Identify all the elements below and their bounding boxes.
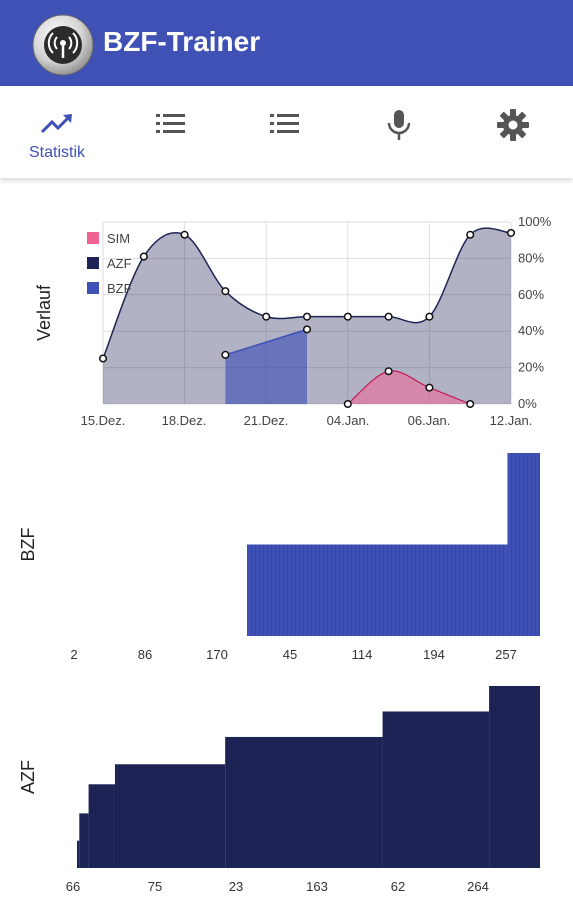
x-tick-label: 62 bbox=[391, 879, 405, 894]
tab-statistik[interactable]: Statistik bbox=[0, 86, 114, 178]
x-tick-label: 163 bbox=[306, 879, 328, 894]
tab-microphone[interactable] bbox=[342, 86, 456, 178]
list-icon bbox=[156, 114, 185, 133]
azf-chart: 66 75 23 163 62 264 AZF bbox=[18, 686, 540, 894]
y-axis-label: AZF bbox=[18, 760, 38, 794]
azf-point bbox=[302, 312, 312, 321]
bar bbox=[382, 711, 490, 868]
app-title: BZF-Trainer bbox=[103, 26, 261, 57]
bar bbox=[114, 764, 226, 868]
bar bbox=[88, 784, 115, 868]
bar bbox=[77, 840, 80, 868]
azf-point bbox=[98, 354, 108, 363]
tab-settings[interactable] bbox=[456, 86, 570, 178]
x-tick-label: 45 bbox=[283, 647, 297, 662]
bzf-chart: 2 86 170 45 114 194 257 BZF bbox=[18, 453, 540, 662]
azf-point bbox=[180, 230, 189, 239]
legend-label-bzf: BZF bbox=[107, 281, 132, 296]
x-tick-label: 15.Dez. bbox=[81, 413, 126, 428]
azf-point bbox=[506, 228, 516, 237]
bar bbox=[247, 544, 508, 636]
y-tick-label: 40% bbox=[518, 323, 544, 338]
microphone-icon bbox=[387, 110, 411, 140]
y-tick-label: 0% bbox=[518, 396, 537, 411]
x-tick-label: 114 bbox=[352, 647, 373, 662]
y-tick-label: 20% bbox=[518, 360, 544, 375]
sim-point bbox=[384, 367, 393, 376]
legend-label-azf: AZF bbox=[107, 256, 132, 271]
sim-line bbox=[347, 370, 471, 405]
bzf-area bbox=[225, 329, 307, 404]
x-tick-label: 12.Jan. bbox=[490, 413, 533, 428]
azf-point bbox=[384, 312, 393, 321]
legend-swatch-azf bbox=[87, 257, 99, 269]
verlauf-chart: 100% 80% 60% 40% 20% 0% 15.Dez. 18.Dez. 21.Dez. 0… bbox=[34, 214, 552, 428]
x-tick-label: 194 bbox=[423, 647, 445, 662]
bzf-line bbox=[225, 328, 308, 356]
x-tick-label: 21.Dez. bbox=[244, 413, 289, 428]
x-tick-label: 86 bbox=[138, 647, 152, 662]
azf-point bbox=[343, 312, 352, 321]
radio-antenna-icon bbox=[32, 14, 94, 76]
x-tick-label: 23 bbox=[229, 879, 243, 894]
y-axis-label: Verlauf bbox=[34, 284, 54, 341]
sim-point bbox=[466, 399, 475, 409]
x-tick-label: 66 bbox=[66, 879, 80, 894]
azf-point bbox=[425, 312, 434, 321]
y-tick-label: 80% bbox=[518, 250, 544, 265]
x-tick-label: 75 bbox=[148, 879, 162, 894]
x-tick-label: 04.Jan. bbox=[327, 413, 370, 428]
x-tick-label: 264 bbox=[467, 879, 489, 894]
y-tick-label: 100% bbox=[518, 214, 552, 229]
bar bbox=[225, 736, 383, 868]
x-tick-label: 18.Dez. bbox=[162, 413, 207, 428]
tab-list-2[interactable] bbox=[228, 86, 342, 178]
app-bar: BZF-Trainer bbox=[0, 0, 573, 86]
sim-point bbox=[425, 383, 434, 392]
x-tick-label: 06.Jan. bbox=[408, 413, 451, 428]
legend-swatch-sim bbox=[87, 232, 99, 244]
trending-up-icon bbox=[40, 114, 72, 134]
tab-bar: Statistik bbox=[0, 86, 573, 178]
x-tick-label: 257 bbox=[495, 647, 517, 662]
y-tick-label: 60% bbox=[518, 287, 544, 302]
list-icon bbox=[270, 114, 299, 133]
azf-area bbox=[103, 228, 511, 404]
legend-swatch-bzf bbox=[87, 282, 99, 294]
y-axis-label: BZF bbox=[18, 527, 38, 561]
azf-point bbox=[466, 230, 475, 239]
bar bbox=[79, 813, 89, 868]
bar bbox=[489, 686, 540, 868]
azf-point bbox=[221, 287, 230, 296]
bar bbox=[507, 453, 540, 636]
x-tick-label: 170 bbox=[206, 647, 228, 662]
sim-point bbox=[343, 399, 352, 409]
tab-list-1[interactable] bbox=[114, 86, 228, 178]
x-tick-label: 2 bbox=[70, 647, 77, 662]
azf-point bbox=[139, 252, 148, 261]
tab-label: Statistik bbox=[28, 144, 85, 161]
legend-label-sim: SIM bbox=[107, 231, 130, 246]
azf-point bbox=[262, 312, 271, 321]
sim-area bbox=[347, 370, 471, 404]
bzf-point bbox=[221, 350, 230, 359]
gear-icon bbox=[497, 109, 529, 141]
bzf-point bbox=[302, 325, 312, 334]
